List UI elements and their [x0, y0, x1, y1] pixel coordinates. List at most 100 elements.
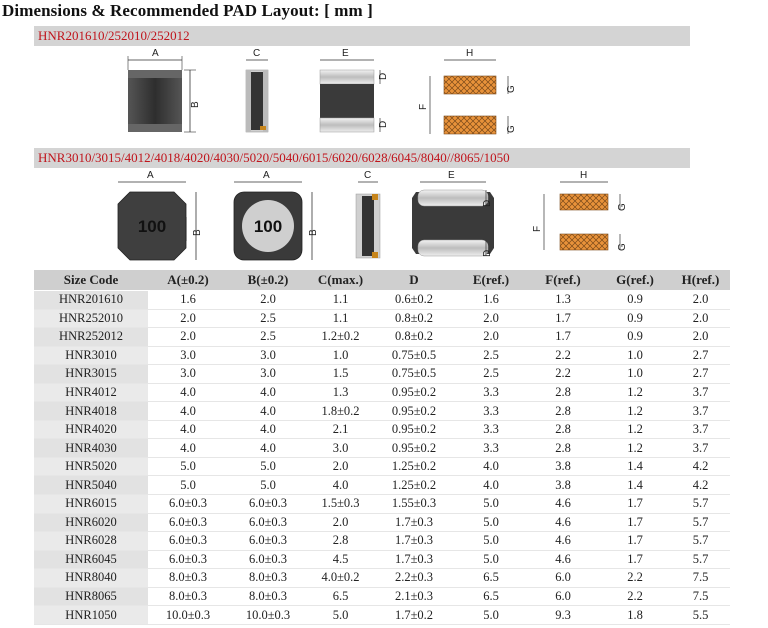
- table-row: HNR6028 6.0±0.3 6.0±0.3 2.8 1.7±0.3 5.0 4.6 1.7…: [34, 531, 730, 551]
- dimension-cell: 5.7: [671, 550, 730, 570]
- dimension-cell: 2.1±0.3: [373, 587, 455, 607]
- table-row: HNR5020 5.0 5.0 2.0 1.25±0.2 4.0 3.8 1.4 4.2: [34, 457, 730, 477]
- table-row: HNR252010 2.0 2.5 1.1 0.8±0.2 2.0 1.7 0.9 2.0: [34, 309, 730, 329]
- size-code-cell: HNR4020: [34, 420, 148, 440]
- dimension-cell: 1.7: [599, 550, 671, 570]
- dimension-cell: 2.0: [228, 290, 308, 310]
- dimension-cell: 6.0±0.3: [148, 550, 228, 570]
- table-header-row: Size Code A(±0.2) B(±0.2) C(max.) D E(re…: [34, 270, 730, 291]
- dimension-cell: 2.0: [671, 327, 730, 347]
- dim-label-d-bottom: D: [378, 121, 389, 128]
- dimension-cell: 3.7: [671, 401, 730, 421]
- table-row: HNR6045 6.0±0.3 6.0±0.3 4.5 1.7±0.3 5.0 4.6 1.7…: [34, 550, 730, 570]
- table-row: HNR252012 2.0 2.5 1.2±0.2 0.8±0.2 2.0 1.7 0.9 2.…: [34, 327, 730, 347]
- dim-label-g-top: G: [617, 203, 628, 211]
- dimension-cell: 2.8: [527, 438, 599, 458]
- dimension-cell: 1.1: [308, 309, 373, 329]
- dimension-cell: 1.8: [599, 605, 671, 625]
- dimension-cell: 3.3: [455, 420, 527, 440]
- dimension-cell: 4.2: [671, 475, 730, 496]
- dimension-cell: 3.0: [228, 346, 308, 366]
- dimension-cell: 8.0±0.3: [228, 587, 308, 607]
- dimension-cell: 1.2: [599, 420, 671, 440]
- dimension-cell: 4.0: [228, 438, 308, 458]
- dimension-cell: 5.0: [455, 550, 527, 570]
- dimension-cell: 2.1: [308, 420, 373, 440]
- dimension-cell: 1.5±0.3: [308, 494, 373, 514]
- size-code-cell: HNR1050: [34, 605, 148, 625]
- top-view-figure-large-2: A 100 B: [226, 168, 326, 266]
- dim-label-b: B: [192, 229, 203, 236]
- dimension-cell: 3.0: [148, 346, 228, 366]
- dimension-cell: 6.0: [527, 568, 599, 588]
- dimension-cell: 8.0±0.3: [148, 587, 228, 607]
- dimension-cell: 3.3: [455, 383, 527, 403]
- dimension-cell: 2.8: [308, 531, 373, 551]
- table-row: HNR3015 3.0 3.0 1.5 0.75±0.5 2.5 2.2 1.0 2.7: [34, 364, 730, 384]
- header-h: H(ref.): [671, 270, 730, 291]
- dimension-cell: 0.8±0.2: [373, 327, 455, 347]
- table-row: HNR4020 4.0 4.0 2.1 0.95±0.2 3.3 2.8 1.2 3.7: [34, 420, 730, 440]
- dimension-cell: 5.7: [671, 494, 730, 514]
- dimension-cell: 1.7: [599, 513, 671, 533]
- solder-pad-top: [559, 193, 609, 211]
- dimension-cell: 0.95±0.2: [373, 383, 455, 403]
- dimension-cell: 1.7±0.2: [373, 605, 455, 625]
- dimension-cell: 2.8: [527, 420, 599, 440]
- dim-label-c: C: [253, 48, 260, 59]
- size-code-cell: HNR4030: [34, 438, 148, 458]
- dimension-cell: 1.7: [527, 327, 599, 347]
- size-code-cell: HNR4018: [34, 401, 148, 421]
- dimension-cell: 4.0: [308, 475, 373, 496]
- dimension-cell: 6.0±0.3: [148, 531, 228, 551]
- dimension-cell: 1.25±0.2: [373, 457, 455, 477]
- dimension-cell: 1.2±0.2: [308, 327, 373, 347]
- dimension-cell: 3.0: [228, 364, 308, 384]
- dimension-cell: 4.0: [148, 401, 228, 421]
- dim-label-a: A: [263, 170, 270, 181]
- dimension-cell: 1.0: [308, 346, 373, 366]
- dimension-cell: 4.0: [228, 420, 308, 440]
- dimension-cell: 4.2: [671, 457, 730, 477]
- size-code-cell: HNR3015: [34, 364, 148, 384]
- dimension-cell: 0.95±0.2: [373, 420, 455, 440]
- dim-label-c: C: [364, 170, 371, 181]
- dimension-cell: 1.55±0.3: [373, 494, 455, 514]
- dimension-cell: 1.7: [527, 309, 599, 329]
- dimension-cell: 1.7: [599, 494, 671, 514]
- dimension-cell: 5.0: [228, 457, 308, 477]
- header-e: E(ref.): [455, 270, 527, 291]
- size-code-cell: HNR6015: [34, 494, 148, 514]
- header-c: C(max.): [308, 270, 373, 291]
- dimension-cell: 2.2±0.3: [373, 568, 455, 588]
- dimension-cell: 9.3: [527, 605, 599, 625]
- dimension-cell: 3.3: [455, 438, 527, 458]
- table-row: HNR6020 6.0±0.3 6.0±0.3 2.0 1.7±0.3 5.0 4.6 1.7…: [34, 513, 730, 533]
- dimension-cell: 6.0±0.3: [228, 531, 308, 551]
- header-b: B(±0.2): [228, 270, 308, 291]
- dimension-cell: 3.3: [455, 401, 527, 421]
- dimension-cell: 0.75±0.5: [373, 364, 455, 384]
- dimension-cell: 1.8±0.2: [308, 401, 373, 421]
- dimension-cell: 0.9: [599, 290, 671, 310]
- dimension-cell: 0.9: [599, 309, 671, 329]
- dimension-cell: 1.2: [599, 401, 671, 421]
- dimension-cell: 5.0: [228, 475, 308, 496]
- dimension-cell: 5.7: [671, 531, 730, 551]
- inductor-body: [117, 191, 187, 261]
- size-code-cell: HNR8040: [34, 568, 148, 588]
- dimension-cell: 4.0±0.2: [308, 568, 373, 588]
- dimension-cell: 1.6: [455, 290, 527, 310]
- dim-label-d-top: D: [482, 200, 493, 207]
- dimension-cell: 2.8: [527, 383, 599, 403]
- dimension-cell: 10.0±0.3: [228, 605, 308, 625]
- top-view-figure-small: A B: [118, 46, 218, 142]
- dim-label-f: F: [532, 226, 543, 232]
- dimension-cell: 6.5: [455, 568, 527, 588]
- dimension-cell: 6.0±0.3: [228, 550, 308, 570]
- dimension-cell: 2.0: [455, 327, 527, 347]
- dimension-cell: 6.0±0.3: [228, 513, 308, 533]
- dimension-cell: 1.7±0.3: [373, 550, 455, 570]
- dimension-cell: 1.3: [527, 290, 599, 310]
- size-code-cell: HNR5040: [34, 475, 148, 496]
